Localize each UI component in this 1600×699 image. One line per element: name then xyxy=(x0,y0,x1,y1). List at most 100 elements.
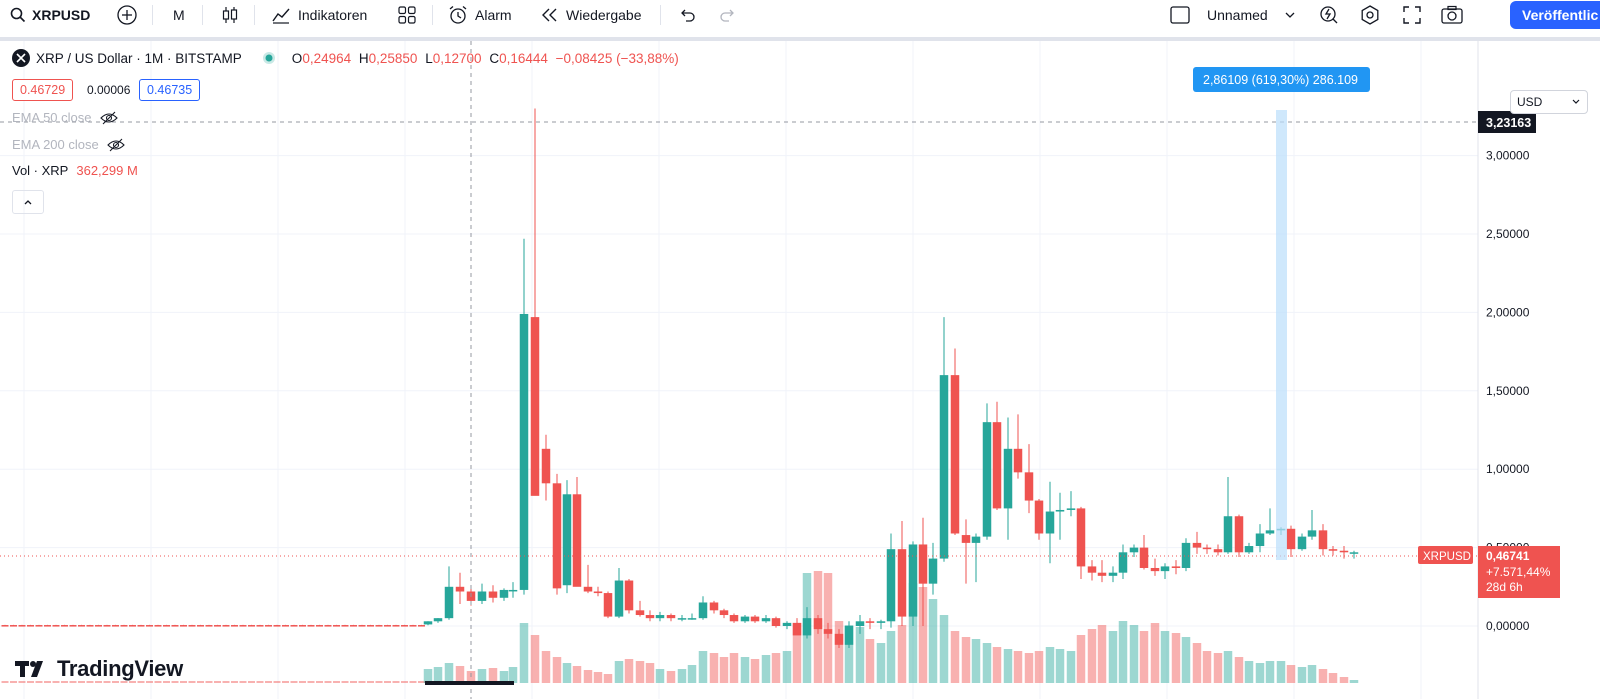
price-chart[interactable]: 3,000002,500002,000001,500001,000000,500… xyxy=(0,41,1600,699)
chart-type-button[interactable] xyxy=(219,0,241,30)
candle-body xyxy=(78,625,85,627)
publish-button[interactable]: Veröffentlic xyxy=(1510,1,1600,29)
volume-bar xyxy=(562,663,572,683)
candle-body xyxy=(350,625,357,627)
candle-body xyxy=(961,535,971,543)
symbol-tag: XRPUSD xyxy=(1423,551,1471,563)
candle-body xyxy=(729,615,739,622)
volume-bars xyxy=(1,571,1359,683)
quick-search-button[interactable] xyxy=(1318,0,1340,30)
symbol-search[interactable]: XRPUSD xyxy=(10,0,90,30)
volume-bar xyxy=(740,657,750,683)
volume-bar xyxy=(603,674,613,683)
volume-bar xyxy=(918,587,928,683)
candle-body xyxy=(444,586,454,619)
chevron-down-icon xyxy=(1285,12,1295,18)
current-price: 0,46741 xyxy=(1486,549,1530,563)
volume-bar xyxy=(1181,637,1191,683)
candle-body xyxy=(341,625,349,627)
volume-bar xyxy=(939,615,949,683)
candle-body xyxy=(1150,567,1160,572)
candle-body xyxy=(231,625,238,627)
candle-body xyxy=(1318,530,1328,550)
candle-body xyxy=(52,625,60,627)
candle-body xyxy=(1013,448,1023,473)
candle-body xyxy=(1234,516,1244,553)
volume-bar xyxy=(583,670,593,683)
volume-bar xyxy=(78,681,85,683)
volume-bar xyxy=(541,651,551,683)
volume-bar xyxy=(222,681,230,683)
indicator-ema200[interactable]: EMA 200 close xyxy=(12,137,125,152)
candle-body xyxy=(409,625,417,627)
currency-selector[interactable]: USD xyxy=(1510,90,1588,114)
volume-bar xyxy=(205,681,213,683)
candle-body xyxy=(197,625,204,627)
candle-body xyxy=(1160,566,1170,572)
candle-body xyxy=(802,618,812,636)
indicators-button[interactable]: Indikatoren xyxy=(270,0,367,30)
redo-button[interactable] xyxy=(718,0,738,30)
volume-bar xyxy=(273,681,281,683)
alert-button[interactable]: Alarm xyxy=(447,0,512,30)
eye-hidden-icon[interactable] xyxy=(106,138,125,152)
symbol-label: XRPUSD xyxy=(32,7,91,23)
snapshot-button[interactable] xyxy=(1440,0,1464,30)
candle-body xyxy=(488,591,498,598)
volume-bar xyxy=(10,681,17,683)
indicator-volume[interactable]: Vol · XRP 362,299 M xyxy=(12,163,138,178)
current-price-box xyxy=(1478,546,1560,598)
candle-body xyxy=(1097,572,1107,576)
chart-area[interactable]: 3,000002,500002,000001,500001,000000,500… xyxy=(0,37,1600,699)
candle-body xyxy=(1213,549,1223,553)
candle-body xyxy=(1202,547,1212,550)
volume-bar xyxy=(488,668,498,683)
settings-button[interactable] xyxy=(1359,0,1381,30)
volume-bar xyxy=(834,621,844,683)
volume-bar xyxy=(761,655,771,683)
eye-hidden-icon[interactable] xyxy=(99,111,118,125)
currency-label: USD xyxy=(1517,95,1543,109)
volume-bar xyxy=(1139,631,1149,683)
volume-bar xyxy=(316,681,323,683)
volume-bar xyxy=(231,681,238,683)
volume-bar xyxy=(367,681,374,683)
collapse-legend-button[interactable] xyxy=(12,190,44,214)
undo-button[interactable] xyxy=(677,0,697,30)
indicator-ema50[interactable]: EMA 50 close xyxy=(12,110,118,125)
candle-body xyxy=(18,625,26,627)
price-tick-label: 1,50000 xyxy=(1486,384,1530,398)
candle-body xyxy=(1255,533,1265,547)
symbol-title[interactable]: XRP / US Dollar · 1M · BITSTAMP xyxy=(36,50,242,66)
volume-bar xyxy=(1192,643,1202,683)
volume-bar xyxy=(1202,651,1212,683)
volume-bar xyxy=(384,681,391,683)
replay-button[interactable]: Wiedergabe xyxy=(540,0,642,30)
candle-body xyxy=(823,629,833,634)
current-change: +7.571,44% xyxy=(1486,565,1551,579)
sell-price-button[interactable]: 0.46729 xyxy=(12,79,74,101)
search-icon xyxy=(10,7,26,23)
interval-button[interactable]: M xyxy=(173,0,185,30)
candle-body xyxy=(645,615,655,619)
fullscreen-button[interactable] xyxy=(1402,0,1422,30)
volume-bar xyxy=(433,667,443,683)
compare-button[interactable] xyxy=(116,0,138,30)
candle-body xyxy=(273,625,281,627)
time-scale-handle[interactable] xyxy=(425,681,514,685)
indicators-icon xyxy=(272,8,290,24)
volume-bar xyxy=(519,623,529,683)
buy-price-button[interactable]: 0.46735 xyxy=(139,79,201,101)
volume-bar xyxy=(1,681,9,683)
templates-button[interactable] xyxy=(396,0,418,30)
candle-body xyxy=(530,317,540,496)
candle-body xyxy=(324,625,332,627)
volume-bar xyxy=(1024,653,1034,683)
layout-menu[interactable]: Unnamed xyxy=(1169,0,1296,30)
candle-body xyxy=(1307,530,1317,537)
volume-bar xyxy=(552,657,562,683)
candle-body xyxy=(562,494,572,586)
candle-body xyxy=(367,625,374,627)
candle-body xyxy=(971,536,981,543)
volume-bar xyxy=(214,681,221,683)
